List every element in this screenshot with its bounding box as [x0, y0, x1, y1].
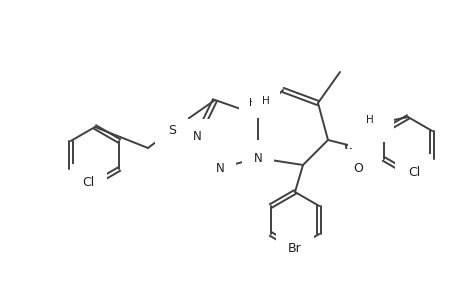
Text: H: H [249, 98, 256, 108]
Text: N: N [215, 161, 224, 175]
Text: S: S [168, 124, 176, 136]
Text: N: N [192, 130, 201, 143]
Text: H: H [375, 122, 383, 132]
Text: N: N [359, 124, 368, 136]
Text: Br: Br [287, 242, 301, 254]
Text: H: H [365, 115, 373, 125]
Text: Cl: Cl [407, 167, 420, 179]
Text: H: H [262, 96, 269, 106]
Text: Cl: Cl [83, 176, 95, 190]
Text: O: O [353, 161, 362, 175]
Text: N: N [253, 152, 262, 164]
